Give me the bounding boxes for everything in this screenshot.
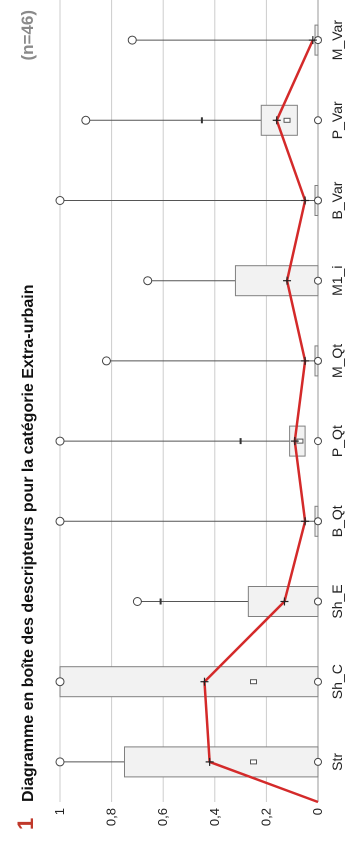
- box-min-marker: [314, 597, 322, 606]
- y-tick-label: 0: [310, 808, 325, 815]
- box-min-marker: [314, 677, 322, 686]
- box-min-marker: [314, 437, 322, 446]
- box-series: [55, 24, 322, 778]
- y-tick-label: 0,8: [104, 808, 119, 826]
- box-outlier: [143, 276, 153, 286]
- box-min-marker: [314, 116, 322, 125]
- box-outlier: [55, 516, 65, 526]
- x-tick-label: Str: [329, 753, 345, 771]
- y-axis-ticks: 0 0,2 0,4 0,6 0,8 1: [52, 808, 325, 826]
- chart-title: Diagramme en boîte des descripteurs pour…: [20, 285, 37, 802]
- mean-line-series: [200, 36, 319, 804]
- x-tick-label: Sh_E: [329, 584, 345, 618]
- box-outlier: [127, 35, 137, 45]
- x-tick-label: B_Qt: [329, 505, 345, 537]
- box-body: [234, 265, 319, 297]
- box-min-marker: [314, 356, 322, 365]
- box-min-marker: [314, 757, 322, 766]
- x-tick-label: M_Var: [329, 20, 345, 61]
- x-axis-ticks: Str Sh_C Sh_E B_Qt P_Qt M_Qt M1_i B_Var P_Var M_V…: [329, 20, 345, 771]
- y-tick-label: 0,2: [258, 808, 273, 826]
- box-body: [59, 666, 319, 698]
- box-median: [250, 759, 257, 765]
- box-outlier: [55, 436, 65, 446]
- box-outlier: [55, 196, 65, 205]
- box-outlier: [55, 757, 65, 767]
- x-tick-label: P_Qt: [329, 425, 345, 457]
- figure-number: 1: [13, 818, 38, 830]
- box-outlier: [81, 115, 91, 125]
- box-outlier: [132, 597, 142, 606]
- box-outlier: [101, 356, 111, 366]
- y-tick-label: 1: [52, 808, 67, 815]
- box-min-marker: [314, 276, 322, 285]
- y-tick-label: 0,6: [155, 808, 170, 826]
- x-tick-label: M_Qt: [329, 344, 345, 378]
- box-median: [250, 679, 257, 685]
- sample-size-label: (n=46): [18, 10, 37, 61]
- box-outlier: [55, 677, 65, 687]
- box-min-marker: [314, 517, 322, 526]
- x-tick-label: B_Var: [329, 181, 345, 219]
- box-body: [124, 746, 319, 778]
- x-tick-label: P_Var: [329, 101, 345, 139]
- y-tick-label: 0,4: [207, 808, 222, 826]
- x-tick-label: Sh_C: [329, 664, 345, 699]
- box-min-marker: [314, 196, 322, 205]
- x-tick-label: M1_i: [329, 266, 345, 296]
- box-median: [283, 117, 291, 123]
